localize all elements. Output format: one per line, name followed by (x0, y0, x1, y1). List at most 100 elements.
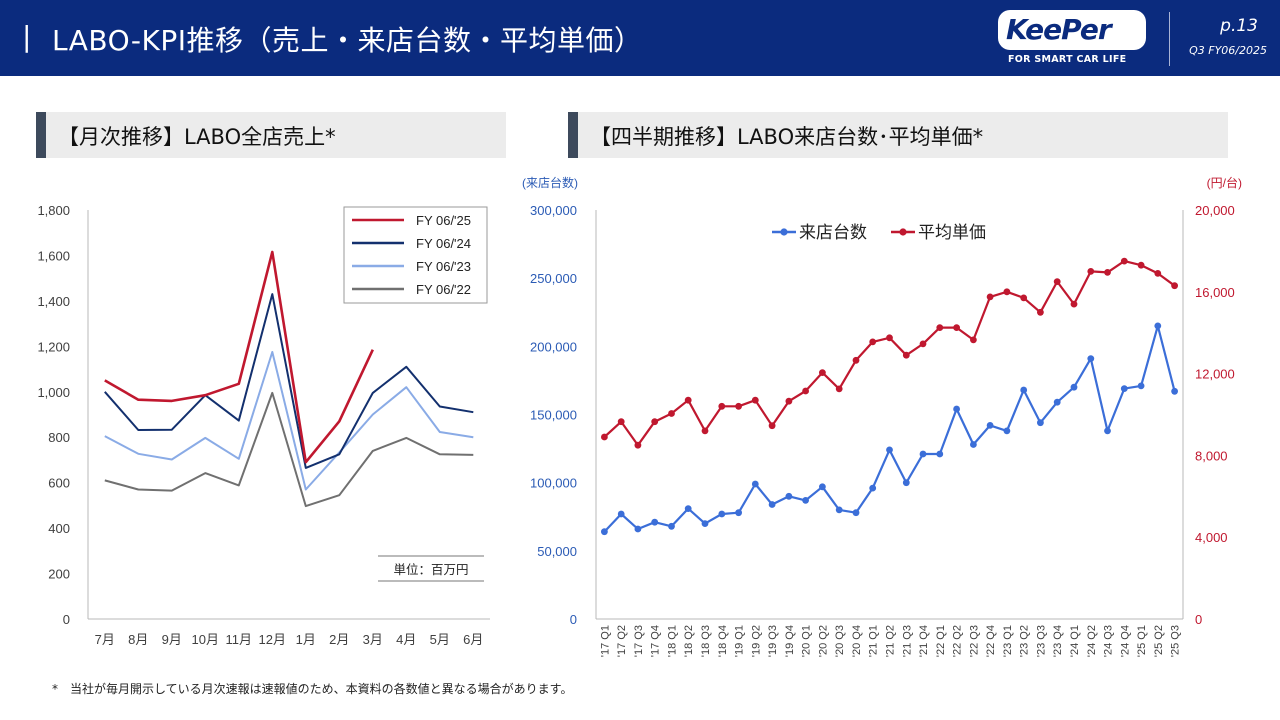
x-tick-label: '25 Q2 (1153, 625, 1165, 657)
x-tick-label: '18 Q1 (666, 625, 678, 657)
data-point (735, 509, 742, 517)
data-point (751, 396, 759, 404)
x-tick-label: '18 Q2 (683, 625, 695, 657)
logo-tagline: FOR SMART CAR LIFE (1008, 54, 1127, 65)
unit-note: 単位：百万円 (393, 562, 468, 577)
x-tick-label: '24 Q3 (1103, 625, 1115, 657)
x-tick-label: '24 Q2 (1086, 625, 1098, 657)
data-point (601, 433, 608, 441)
series-line (104, 351, 474, 491)
x-tick-label: '17 Q3 (633, 625, 645, 657)
right-section-title: 【四半期推移】LABO来店台数･平均単価* (590, 125, 984, 149)
page-number: p.13 (1220, 16, 1258, 36)
data-point (651, 418, 659, 426)
y-tick-label: 1,800 (37, 203, 70, 218)
data-point (751, 480, 759, 488)
x-tick-label: 5月 (430, 632, 450, 647)
x-tick-label: '17 Q4 (650, 625, 662, 657)
data-point (986, 293, 994, 301)
data-point (684, 505, 692, 512)
data-point (1037, 308, 1044, 316)
y-tick-label: 0 (63, 612, 70, 627)
right-tick-label: 0 (1195, 612, 1202, 627)
data-point (852, 356, 860, 364)
page-title: LABO-KPI推移（売上・来店台数・平均単価） (52, 24, 643, 57)
x-tick-label: '21 Q4 (918, 625, 930, 657)
right-axis-label: (円/台) (1207, 175, 1242, 190)
x-tick-label: 9月 (162, 632, 182, 647)
data-point (1104, 269, 1111, 276)
legend-marker (899, 228, 907, 236)
data-point (601, 528, 608, 536)
x-tick-label: 3月 (363, 632, 383, 647)
data-point (852, 509, 860, 517)
data-point (701, 427, 709, 435)
left-tick-label: 200,000 (530, 339, 577, 354)
data-point (953, 405, 960, 413)
data-point (886, 446, 893, 454)
data-point (819, 369, 826, 376)
left-tick-label: 250,000 (530, 271, 577, 286)
right-tick-label: 4,000 (1195, 530, 1228, 545)
section-accent (36, 112, 46, 158)
series-line (104, 391, 474, 508)
x-tick-label: '19 Q1 (734, 625, 746, 657)
x-tick-label: 7月 (95, 632, 115, 647)
x-tick-label: 2月 (329, 632, 349, 647)
legend-label: FY 06/'22 (416, 282, 471, 297)
left-tick-label: 50,000 (537, 544, 577, 559)
x-tick-label: '22 Q1 (935, 625, 947, 657)
left-section-title: 【月次推移】LABO全店売上* (58, 125, 336, 149)
legend-box (343, 206, 488, 304)
data-point (835, 506, 843, 514)
data-point (869, 484, 877, 492)
data-point (617, 418, 625, 426)
data-point (1154, 270, 1162, 277)
data-point (1137, 382, 1145, 390)
x-tick-label: 12月 (259, 632, 286, 647)
data-point (1053, 278, 1061, 285)
data-point (1171, 387, 1178, 395)
data-point (1137, 261, 1145, 269)
x-tick-label: '21 Q1 (868, 625, 880, 657)
keeper-logo: KeePer FOR SMART CAR LIFE (998, 10, 1148, 68)
y-tick-label: 1,200 (37, 339, 70, 354)
right-tick-label: 12,000 (1195, 367, 1235, 382)
left-section-header: 【月次推移】LABO全店売上* (36, 112, 506, 158)
x-tick-label: '19 Q2 (750, 625, 762, 657)
x-tick-label: '23 Q1 (1002, 625, 1014, 657)
data-point (718, 402, 726, 410)
right-section-header: 【四半期推移】LABO来店台数･平均単価* (568, 112, 1228, 158)
data-point (1070, 383, 1078, 391)
x-tick-label: '20 Q3 (834, 625, 846, 657)
x-tick-label: '18 Q3 (700, 625, 712, 657)
data-point (617, 510, 625, 518)
y-tick-label: 1,000 (37, 385, 70, 400)
y-tick-label: 1,600 (37, 248, 70, 263)
y-tick-label: 1,400 (37, 294, 70, 309)
data-point (668, 522, 675, 530)
y-tick-label: 600 (48, 476, 70, 491)
data-point (886, 334, 893, 342)
legend-label: 来店台数 (799, 223, 867, 242)
data-point (1020, 294, 1028, 302)
title-bar-mark: | (22, 20, 32, 53)
legend-label: 平均単価 (918, 223, 986, 242)
data-point (902, 479, 910, 487)
data-point (970, 336, 977, 344)
quarterly-kpi-chart: (来店台数) (円/台) 0 50,000 100,000 150,000 200,000 2… (522, 175, 1242, 657)
data-point (819, 483, 826, 491)
x-tick-label: '21 Q2 (885, 625, 897, 657)
data-point (668, 410, 675, 417)
data-point (684, 396, 692, 404)
data-point (1087, 355, 1095, 362)
monthly-sales-chart: 0 200 400 600 800 1,000 1,200 1,400 1,600 1,800 7月… (37, 203, 490, 647)
data-point (1171, 282, 1178, 290)
data-point (768, 501, 776, 508)
data-point (1087, 268, 1095, 275)
footnote: * 当社が毎月開示している月次速報は速報値のため、本資料の各数値と異なる場合があ… (52, 682, 573, 696)
fiscal-period: Q3 FY06/2025 (1189, 44, 1267, 57)
y-tick-label: 800 (48, 430, 70, 445)
x-tick-label: '24 Q4 (1119, 625, 1131, 657)
x-tick-label: '21 Q3 (901, 625, 913, 657)
